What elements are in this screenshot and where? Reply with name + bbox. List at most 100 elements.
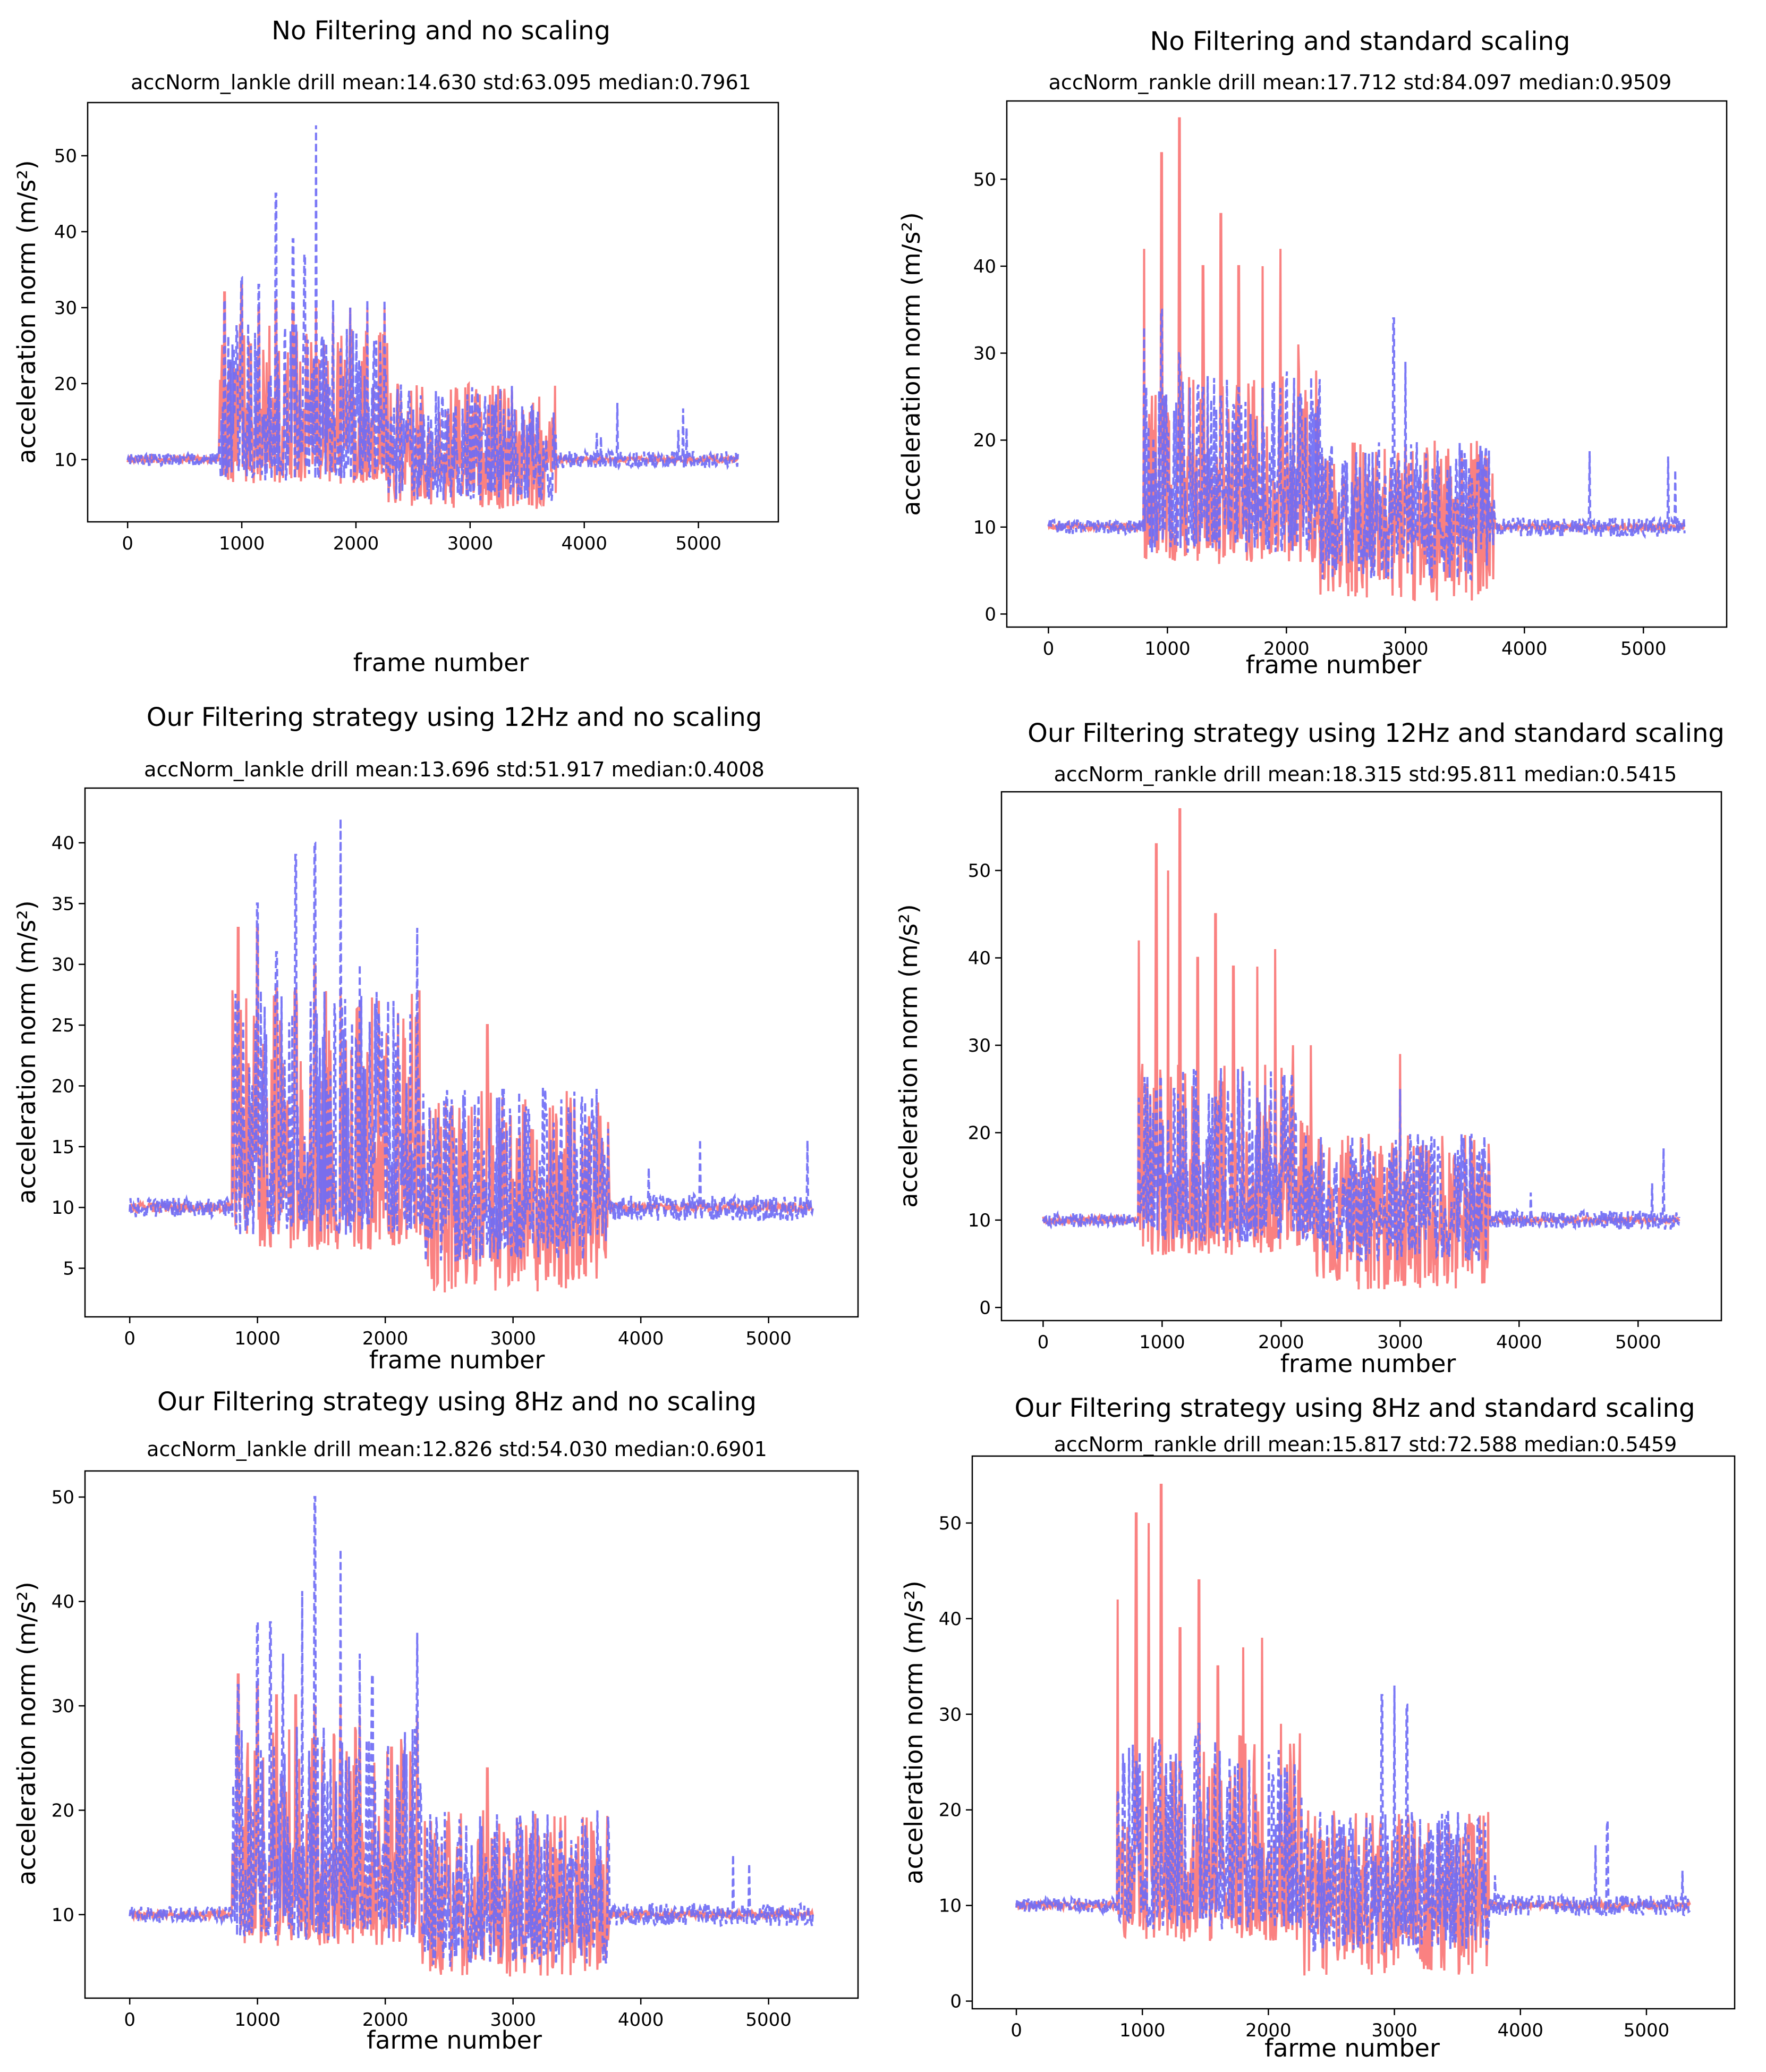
y-tick-label: 10: [968, 1210, 991, 1231]
y-tick-label: 50: [939, 1513, 962, 1534]
x-tick-label: 2000: [362, 1328, 409, 1349]
chart-title: Our Filtering strategy using 12Hz and st…: [1028, 718, 1725, 748]
x-tick-label: 3000: [447, 533, 494, 554]
y-tick-label: 10: [939, 1896, 962, 1917]
y-axis-label: acceleration norm (m/s²): [899, 1580, 928, 1884]
y-tick-label: 10: [52, 1197, 74, 1219]
x-tick-label: 5000: [745, 1328, 792, 1349]
chart-title: No Filtering and no scaling: [271, 16, 610, 46]
y-tick-label: 0: [950, 1991, 962, 2012]
axes-frame: [84, 1470, 859, 1999]
x-tick-label: 0: [1038, 1332, 1049, 1353]
x-tick-label: 2000: [1245, 2020, 1292, 2041]
y-tick-label: 50: [52, 1487, 74, 1508]
chart-subtitle: accNorm_rankle drill mean:17.712 std:84.…: [1048, 71, 1672, 94]
x-axis-label: frame number: [1280, 1349, 1456, 1378]
x-tick-label: 2000: [1263, 638, 1310, 659]
y-tick-label: 40: [52, 833, 74, 854]
chart-subtitle: accNorm_lankle drill mean:13.696 std:51.…: [144, 758, 765, 781]
x-axis-label: farme number: [367, 2026, 542, 2054]
x-tick-label: 5000: [675, 533, 721, 554]
chart-title: Our Filtering strategy using 8Hz and sta…: [1014, 1393, 1695, 1423]
y-tick-label: 20: [54, 374, 77, 395]
chart-subtitle: accNorm_lankle drill mean:12.826 std:54.…: [147, 1437, 767, 1461]
x-tick-label: 4000: [618, 2009, 664, 2031]
axes-frame: [971, 1455, 1736, 2010]
x-tick-label: 3000: [490, 2009, 536, 2031]
axes-frame: [87, 102, 779, 523]
x-tick-label: 1000: [234, 2009, 281, 2031]
y-tick-label: 40: [54, 222, 77, 243]
y-tick-label: 40: [52, 1592, 74, 1613]
series-blue-dashed: [1015, 1685, 1691, 1955]
x-tick-label: 4000: [1501, 638, 1548, 659]
y-tick-label: 20: [973, 430, 996, 451]
x-tick-label: 3000: [1377, 1332, 1423, 1353]
y-tick-label: 0: [979, 1297, 991, 1318]
y-tick-label: 30: [973, 343, 996, 365]
y-tick-label: 15: [52, 1137, 74, 1158]
series-blue-dashed: [1047, 308, 1686, 581]
y-tick-label: 10: [54, 450, 77, 471]
x-tick-label: 0: [124, 1328, 135, 1349]
x-tick-label: 2000: [1258, 1332, 1304, 1353]
y-tick-label: 0: [984, 604, 996, 625]
x-tick-label: 0: [1011, 2020, 1022, 2041]
y-tick-label: 20: [968, 1122, 991, 1144]
x-tick-label: 1000: [1139, 1332, 1185, 1353]
y-tick-label: 40: [968, 948, 991, 969]
y-axis-label: acceleration norm (m/s²): [12, 900, 41, 1204]
y-axis-label: acceleration norm (m/s²): [894, 904, 923, 1208]
x-tick-label: 4000: [561, 533, 607, 554]
y-tick-label: 30: [939, 1704, 962, 1726]
chart-subtitle: accNorm_lankle drill mean:14.630 std:63.…: [131, 71, 751, 94]
x-tick-label: 4000: [618, 1328, 664, 1349]
x-tick-label: 4000: [1498, 2020, 1544, 2041]
series-blue-dashed: [126, 125, 739, 501]
x-tick-label: 3000: [1371, 2020, 1417, 2041]
y-tick-label: 25: [52, 1015, 74, 1036]
series-blue-dashed: [129, 1496, 814, 1967]
x-tick-label: 0: [1043, 638, 1055, 659]
y-tick-label: 20: [52, 1800, 74, 1821]
y-tick-label: 20: [52, 1076, 74, 1097]
y-tick-label: 50: [973, 169, 996, 190]
y-tick-label: 35: [52, 893, 74, 915]
series-blue-dashed: [129, 818, 814, 1262]
y-tick-label: 10: [52, 1905, 74, 1926]
y-tick-label: 30: [54, 298, 77, 319]
chart-title: Our Filtering strategy using 8Hz and no …: [157, 1387, 757, 1417]
axes-frame: [1000, 791, 1722, 1322]
chart-subtitle: accNorm_rankle drill mean:18.315 std:95.…: [1054, 763, 1677, 786]
plot-area: 0 1000 2000 3000 4000 5000 0 10 20 30 40 50: [973, 100, 1728, 659]
x-tick-label: 0: [124, 2009, 135, 2031]
y-tick-label: 40: [973, 256, 996, 277]
x-axis-label: frame number: [1245, 650, 1422, 679]
x-tick-label: 5000: [1624, 2020, 1670, 2041]
plot-area: 0 1000 2000 3000 4000 5000 10 20 30 40 50: [54, 102, 779, 554]
y-axis-label: acceleration norm (m/s²): [12, 1582, 41, 1885]
x-tick-label: 1000: [219, 533, 265, 554]
x-tick-label: 0: [122, 533, 133, 554]
axes-frame: [84, 787, 859, 1318]
x-tick-label: 1000: [1144, 638, 1191, 659]
y-tick-label: 50: [54, 146, 77, 167]
series-blue-dashed: [1042, 1068, 1680, 1263]
x-tick-label: 2000: [362, 2009, 409, 2031]
x-tick-label: 3000: [490, 1328, 536, 1349]
chart-title: Our Filtering strategy using 12Hz and no…: [146, 703, 762, 732]
x-tick-label: 5000: [1615, 1332, 1661, 1353]
y-tick-label: 30: [968, 1035, 991, 1056]
y-tick-label: 10: [973, 517, 996, 538]
x-tick-label: 1000: [234, 1328, 281, 1349]
x-tick-label: 4000: [1496, 1332, 1542, 1353]
chart-subtitle: accNorm_rankle drill mean:15.817 std:72.…: [1054, 1433, 1677, 1456]
plot-area: 0 1000 2000 3000 4000 5000 0 10 20 30 40 50: [939, 1455, 1736, 2041]
y-axis-label: acceleration norm (m/s²): [12, 160, 41, 464]
y-tick-label: 20: [939, 1800, 962, 1821]
y-tick-label: 5: [63, 1258, 74, 1280]
y-tick-label: 40: [939, 1609, 962, 1630]
plot-area: 0 1000 2000 3000 4000 5000 0 10 20 30 40 50: [968, 791, 1722, 1353]
y-tick-label: 50: [968, 860, 991, 882]
x-tick-label: 2000: [333, 533, 379, 554]
